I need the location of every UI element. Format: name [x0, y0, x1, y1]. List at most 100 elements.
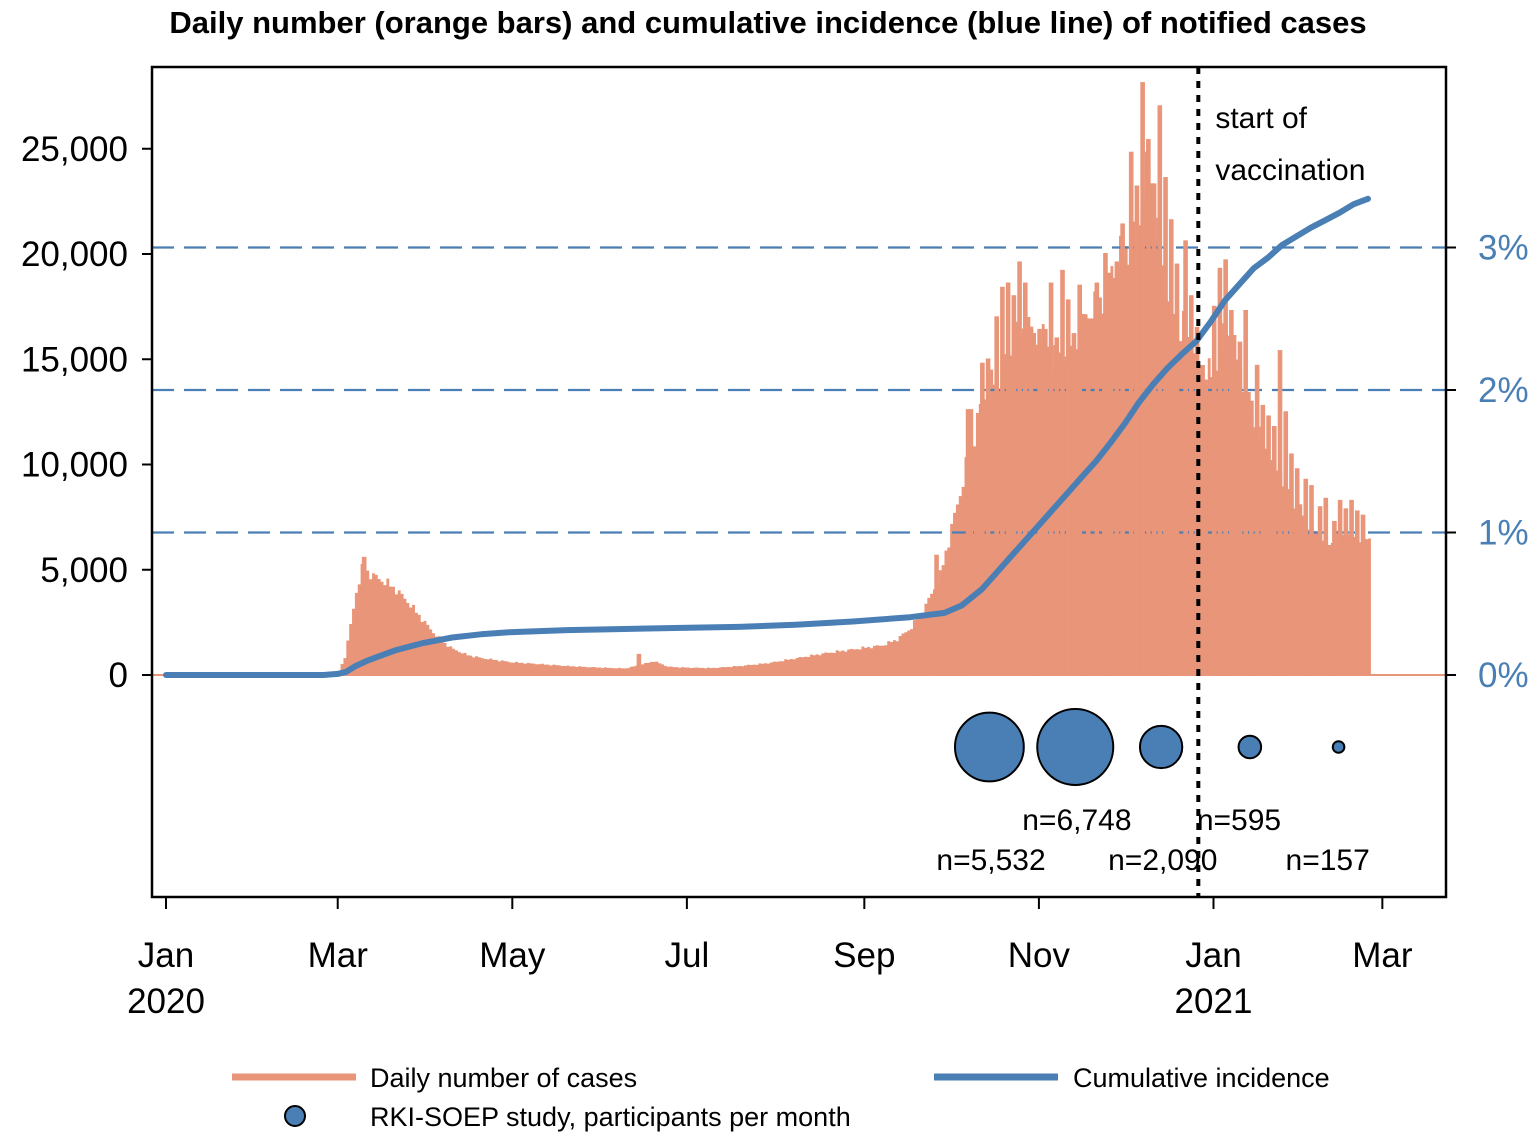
daily-cases-bar: [1108, 303, 1114, 675]
daily-cases-bar: [1017, 261, 1022, 675]
y-right-tick-label: 3%: [1478, 229, 1529, 268]
daily-cases-bar: [1260, 404, 1266, 675]
daily-cases-bar: [1354, 510, 1360, 675]
daily-cases-bar: [1211, 305, 1217, 675]
daily-cases-bar: [1237, 341, 1243, 675]
daily-cases-bar: [1349, 499, 1354, 675]
daily-cases-bar: [1140, 82, 1145, 676]
daily-cases-bar: [1277, 350, 1283, 675]
daily-cases-bar: [985, 358, 991, 675]
daily-cases-bar: [1194, 326, 1200, 675]
x-tick-label: Jul: [665, 936, 710, 975]
daily-cases-bar: [1343, 508, 1349, 675]
daily-cases-bar: [980, 362, 985, 675]
axes: 0 5,000 10,000 15,000 20,000 25,000 0% 1% 2% 3% Ja…: [21, 65, 1529, 1021]
daily-cases-bar: [1317, 506, 1323, 675]
daily-cases-bar: [965, 409, 971, 675]
survey-circle: [1237, 734, 1263, 760]
legend-label-cumulative: Cumulative incidence: [1073, 1063, 1330, 1093]
daily-cases-bar: [1254, 364, 1260, 675]
daily-cases-bar: [1283, 411, 1289, 675]
daily-cases-bar: [1048, 282, 1054, 675]
x-tick-label: May: [479, 936, 546, 975]
daily-cases-bar: [1266, 415, 1271, 675]
daily-cases-bar: [1332, 520, 1337, 675]
y-left-tick-label: 0: [109, 656, 128, 695]
survey-label: n=5,532: [936, 844, 1045, 877]
x-tick-label: Nov: [1008, 936, 1071, 975]
daily-cases-bar: [968, 409, 974, 675]
daily-cases-bar: [1163, 177, 1168, 676]
legend-marker-circle: [284, 1105, 306, 1127]
daily-cases-bar: [994, 316, 999, 675]
daily-cases-bar: [1294, 468, 1300, 675]
y-left-tick-label: 10,000: [21, 446, 128, 485]
x-tick-label: Jan: [138, 936, 194, 975]
cumulative-incidence-line: [163, 195, 1371, 678]
survey-label: n=595: [1197, 804, 1281, 837]
y-left-tick-label: 25,000: [21, 130, 128, 169]
daily-cases-bar: [1011, 295, 1017, 675]
survey-label: n=6,748: [1022, 804, 1131, 837]
y-left-tick-label: 20,000: [21, 235, 128, 274]
plot-frame: [150, 65, 1448, 899]
right-axis-gridlines: [152, 246, 1446, 534]
daily-cases-bar: [1037, 328, 1042, 675]
survey-label: n=2,090: [1108, 844, 1217, 877]
x-tick-year-label: 2020: [127, 982, 205, 1021]
survey-circle: [953, 711, 1025, 783]
y-right-tick-label: 1%: [1478, 514, 1529, 553]
daily-cases-bar: [1060, 269, 1065, 675]
survey-circle: [1138, 724, 1184, 770]
daily-cases-bar: [1023, 282, 1028, 675]
y-left-tick-label: 15,000: [21, 340, 128, 379]
y-right-tick-label: 0%: [1478, 656, 1529, 695]
daily-cases-bar: [1289, 453, 1294, 675]
daily-cases-bar: [1217, 267, 1223, 675]
daily-cases-bar: [1085, 318, 1091, 675]
x-tick-label: Jan: [1185, 936, 1241, 975]
daily-cases-bar: [1229, 309, 1234, 675]
daily-cases-bar: [1065, 299, 1071, 675]
daily-cases-bar: [1157, 105, 1163, 676]
daily-cases-bar: [1188, 295, 1194, 675]
daily-cases-bar: [1071, 333, 1077, 675]
daily-cases-bar: [1151, 183, 1157, 675]
x-tick-year-label: 2021: [1175, 982, 1253, 1021]
daily-cases-bar: [1114, 261, 1120, 675]
survey-label: n=157: [1286, 844, 1370, 877]
daily-cases-bar: [636, 653, 642, 675]
legend-label-survey: RKI-SOEP study, participants per month: [370, 1102, 851, 1132]
survey-circle: [1036, 708, 1115, 786]
legend: Daily number of cases Cumulative incidenc…: [232, 1063, 1330, 1132]
daily-cases-bar: [1028, 328, 1034, 675]
daily-cases-bar: [1168, 219, 1174, 676]
daily-cases-bar: [1203, 379, 1208, 675]
daily-cases-bar: [1043, 328, 1048, 675]
annotation-line-2: vaccination: [1215, 154, 1365, 187]
daily-cases-bar: [1094, 282, 1100, 675]
daily-cases-bar: [1103, 253, 1108, 675]
daily-cases-bar: [1337, 499, 1343, 675]
legend-label-daily: Daily number of cases: [370, 1063, 637, 1093]
daily-cases-area: [166, 151, 1423, 676]
survey-circle: [1331, 740, 1346, 754]
daily-cases-bar: [1174, 263, 1180, 675]
annotation-line-1: start of: [1215, 102, 1307, 135]
daily-cases-bar: [1223, 259, 1228, 675]
daily-cases-bar: [1360, 514, 1366, 675]
chart-title: Daily number (orange bars) and cumulativ…: [169, 5, 1366, 40]
y-left-tick-label: 5,000: [40, 551, 128, 590]
daily-cases-bar: [1146, 139, 1151, 675]
daily-cases-bar: [1005, 282, 1011, 675]
daily-cases-bar: [361, 556, 367, 675]
daily-cases-bar: [1249, 400, 1254, 675]
cumulative-incidence-group: [163, 195, 1371, 678]
x-tick-label: Mar: [1352, 936, 1413, 975]
daily-cases-bar: [1183, 240, 1188, 675]
daily-cases-bar: [1309, 485, 1314, 675]
daily-cases-bar: [1000, 286, 1005, 675]
x-tick-label: Sep: [833, 936, 895, 975]
